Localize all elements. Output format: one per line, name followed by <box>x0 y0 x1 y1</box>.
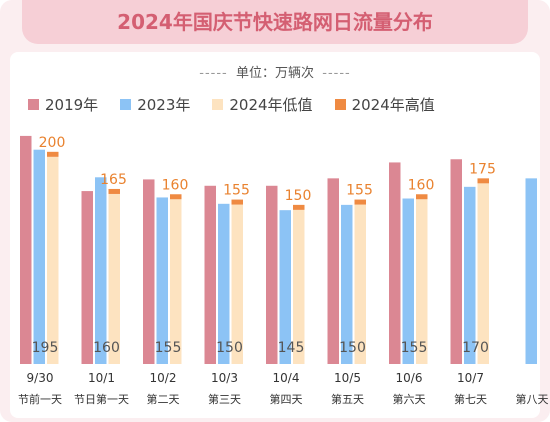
label-2024-high-6: 160 <box>408 177 435 193</box>
legend-label-2024-high: 2024年高值 <box>351 95 435 114</box>
bar-2019-6 <box>389 162 401 364</box>
tick-date-3: 10/3 <box>211 371 238 385</box>
legend-label-2024-low: 2024年低值 <box>229 95 313 114</box>
tick-category-7: 第七天 <box>454 392 487 406</box>
legend-item-2019: 2019年 <box>28 94 98 115</box>
label-2024-high-5: 155 <box>346 183 373 199</box>
bar-2023-6 <box>402 198 414 364</box>
tick-date-2: 10/2 <box>150 371 177 385</box>
bar-2019-7 <box>450 159 462 364</box>
bar-2023-3 <box>218 203 230 364</box>
tick-date-1: 10/1 <box>88 371 115 385</box>
unit-text: 单位：万辆次 <box>235 66 314 81</box>
tick-date-7: 10/7 <box>457 371 484 385</box>
tick-category-1: 节日第一天 <box>74 392 129 406</box>
tick-category-3: 第三天 <box>208 392 241 406</box>
bar-2024-high-0 <box>47 151 59 157</box>
chart-title: 2024年国庆节快速路网日流量分布 <box>22 0 528 44</box>
bar-2024-low-6 <box>416 199 428 364</box>
bar-2024-low-7 <box>477 183 489 364</box>
legend-swatch-2019 <box>28 98 39 110</box>
legend-label-2019: 2019年 <box>45 95 99 114</box>
bar-2019-1 <box>81 191 93 364</box>
bar-2024-low-0 <box>47 156 59 364</box>
tick-category-2: 第二天 <box>147 392 180 406</box>
label-2024-low-3: 150 <box>216 340 243 356</box>
legend-swatch-2024-high <box>334 98 346 110</box>
bar-2019-3 <box>204 185 216 364</box>
bar-2024-high-4 <box>293 204 305 210</box>
legend-label-2023: 2023年 <box>137 95 191 114</box>
label-2024-high-3: 155 <box>223 183 250 199</box>
bar-2024-high-3 <box>231 199 243 205</box>
bar-2019-5 <box>327 178 339 364</box>
tick-date-5: 10/5 <box>334 371 361 385</box>
tick-category-5: 第五天 <box>331 392 364 406</box>
bar-2023-2 <box>156 197 168 364</box>
tick-category-4: 第四天 <box>270 392 303 406</box>
bar-2023-8 <box>525 178 537 364</box>
label-2024-low-0: 195 <box>32 340 59 356</box>
legend-swatch-2024-low <box>212 98 224 110</box>
bar-2023-7 <box>464 186 476 364</box>
tick-date-6: 10/6 <box>396 371 423 385</box>
label-2024-low-7: 170 <box>462 340 489 356</box>
bar-2024-low-5 <box>354 204 366 364</box>
label-2024-high-1: 165 <box>100 172 127 188</box>
legend-item-2024-low: 2024年低值 <box>212 94 313 115</box>
bar-2023-1 <box>95 177 107 364</box>
tick-date-4: 10/4 <box>273 371 300 385</box>
legend-swatch-2023 <box>120 98 132 110</box>
label-2024-high-7: 175 <box>469 161 496 177</box>
bar-2024-low-3 <box>231 204 243 364</box>
bar-2024-low-2 <box>170 199 182 364</box>
bar-2024-high-5 <box>354 199 366 205</box>
label-2024-high-4: 150 <box>285 188 312 204</box>
bar-2024-high-2 <box>170 194 182 200</box>
legend: 2019年 2023年 2024年低值 2024年高值 <box>28 94 457 114</box>
bar-2024-high-7 <box>477 178 489 184</box>
bar-2019-0 <box>20 135 32 364</box>
unit-dash-left: ----- <box>199 66 228 81</box>
label-2024-low-2: 155 <box>155 340 182 356</box>
bar-2023-5 <box>341 204 353 364</box>
label-2024-low-1: 160 <box>93 340 120 356</box>
bar-2023-0 <box>33 149 45 364</box>
legend-item-2024-high: 2024年高值 <box>334 94 435 115</box>
tick-category-0: 节前一天 <box>18 392 62 406</box>
label-2024-low-4: 145 <box>278 340 305 356</box>
bar-2024-high-6 <box>416 194 428 200</box>
legend-item-2023: 2023年 <box>120 94 190 115</box>
label-2024-high-0: 200 <box>39 135 66 151</box>
tick-category-6: 第六天 <box>393 392 426 406</box>
bar-2024-low-1 <box>108 193 120 364</box>
bar-2023-4 <box>279 210 291 364</box>
label-2024-high-2: 160 <box>162 177 189 193</box>
label-2024-low-6: 155 <box>401 340 428 356</box>
unit-label: ----- 单位：万辆次 ----- <box>0 62 550 81</box>
bar-2024-low-4 <box>293 209 305 364</box>
bar-2019-2 <box>143 179 155 364</box>
unit-dash-right: ----- <box>322 66 351 81</box>
label-2024-low-5: 150 <box>339 340 366 356</box>
bar-2024-high-1 <box>108 188 120 194</box>
bar-2019-4 <box>266 185 278 364</box>
tick-category-8: 第八天 <box>516 392 549 406</box>
tick-date-0: 9/30 <box>27 371 54 385</box>
